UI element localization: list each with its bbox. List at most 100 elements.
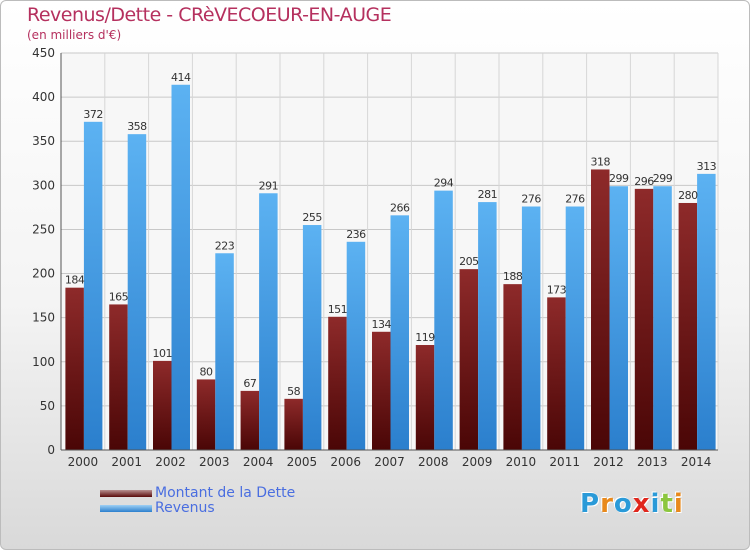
- data-label-revenus: 281: [478, 188, 498, 201]
- bar-dette: [591, 169, 610, 450]
- bar-revenus: [83, 121, 103, 451]
- bar-revenus: [697, 173, 716, 450]
- data-label-revenus: 294: [434, 177, 454, 190]
- bar-dette: [284, 398, 303, 450]
- bar-dette: [547, 297, 566, 450]
- data-label-revenus: 414: [171, 71, 191, 84]
- data-label-dette: 67: [243, 377, 256, 390]
- logo-letter: r: [600, 489, 614, 519]
- x-tick-label: 2014: [681, 455, 712, 469]
- y-tick-label: 150: [32, 311, 55, 325]
- bar-revenus: [259, 193, 278, 451]
- x-tick-label: 2004: [243, 455, 274, 469]
- logo-letter: x: [632, 489, 651, 519]
- bar-revenus: [390, 215, 409, 450]
- data-label-dette: 184: [65, 274, 85, 287]
- x-tick-label: 2001: [111, 455, 142, 469]
- y-tick-label: 100: [32, 355, 55, 369]
- x-tick-label: 2013: [637, 455, 668, 469]
- data-label-revenus: 255: [302, 211, 322, 224]
- data-label-revenus: 276: [521, 193, 541, 206]
- x-tick-label: 2007: [374, 455, 405, 469]
- bar-revenus: [565, 206, 585, 450]
- x-tick-label: 2002: [155, 455, 186, 469]
- bar-revenus: [478, 202, 497, 450]
- logo-letter: P: [580, 489, 601, 519]
- y-tick-label: 0: [47, 443, 55, 457]
- chart-subtitle: (en milliers d'€): [27, 28, 122, 42]
- bar-dette: [372, 331, 391, 450]
- y-tick-label: 50: [40, 399, 55, 413]
- x-tick-label: 2006: [330, 455, 361, 469]
- data-label-dette: 173: [547, 283, 567, 296]
- x-tick-label: 2012: [593, 455, 624, 469]
- y-tick-label: 200: [32, 267, 55, 281]
- data-label-dette: 119: [415, 331, 435, 344]
- x-tick-label: 2003: [199, 455, 230, 469]
- data-label-revenus: 372: [83, 108, 103, 121]
- data-label-dette: 80: [200, 365, 213, 378]
- data-label-dette: 134: [372, 318, 392, 331]
- chart-title: Revenus/Dette - CRèVECOEUR-EN-AUGE: [27, 4, 392, 26]
- bar-dette: [65, 287, 84, 450]
- proxiti-logo: Proxiti: [580, 489, 684, 519]
- data-label-revenus: 313: [697, 160, 717, 173]
- data-label-revenus: 299: [609, 172, 629, 185]
- bar-revenus: [171, 84, 190, 450]
- y-tick-label: 350: [32, 134, 55, 148]
- data-label-revenus: 266: [390, 201, 410, 214]
- bar-dette: [634, 188, 654, 450]
- logo-letter: i: [673, 489, 684, 519]
- data-label-dette: 151: [328, 303, 348, 316]
- data-label-revenus: 291: [259, 179, 279, 192]
- y-tick-label: 450: [32, 46, 55, 60]
- data-label-dette: 58: [287, 385, 300, 398]
- bar-revenus: [434, 190, 453, 451]
- bar-dette: [109, 304, 128, 450]
- data-label-revenus: 358: [127, 120, 147, 133]
- x-tick-label: 2010: [506, 455, 537, 469]
- bar-revenus: [609, 186, 628, 450]
- bar-revenus: [521, 206, 541, 450]
- bar-revenus: [346, 241, 366, 450]
- x-tick-label: 2000: [68, 455, 99, 469]
- data-label-dette: 296: [634, 175, 654, 188]
- legend-label-dette: Montant de la Dette: [155, 485, 296, 501]
- data-label-dette: 188: [503, 270, 523, 283]
- bar-dette: [240, 390, 260, 450]
- x-tick-label: 2009: [462, 455, 493, 469]
- x-tick-label: 2011: [549, 455, 580, 469]
- data-label-dette: 318: [591, 155, 611, 168]
- bar-dette: [459, 269, 479, 450]
- data-label-dette: 101: [153, 347, 173, 360]
- data-label-revenus: 299: [653, 172, 673, 185]
- bar-dette: [328, 316, 347, 450]
- data-label-revenus: 276: [565, 193, 585, 206]
- y-tick-label: 300: [32, 178, 55, 192]
- y-tick-label: 250: [32, 222, 55, 236]
- bar-dette: [678, 202, 698, 450]
- x-tick-label: 2008: [418, 455, 449, 469]
- data-label-dette: 165: [109, 290, 129, 303]
- data-label-dette: 280: [678, 189, 698, 202]
- logo-letter: t: [660, 489, 674, 519]
- logo-letter: o: [613, 489, 633, 519]
- bar-dette: [196, 379, 216, 450]
- y-tick-label: 400: [32, 90, 55, 104]
- bar-revenus: [127, 134, 147, 451]
- data-label-revenus: 236: [346, 228, 366, 241]
- bar-revenus: [653, 186, 672, 450]
- legend-swatch-dette: [100, 490, 152, 497]
- data-label-dette: 205: [459, 255, 479, 268]
- bar-dette: [503, 284, 522, 450]
- bar-revenus: [302, 225, 322, 450]
- bar-revenus: [215, 253, 234, 450]
- legend-swatch-revenus: [100, 505, 152, 512]
- legend-label-revenus: Revenus: [155, 500, 215, 516]
- bar-dette: [153, 360, 172, 450]
- bar-dette: [415, 345, 435, 450]
- x-tick-label: 2005: [287, 455, 318, 469]
- logo-letter: i: [650, 489, 661, 519]
- data-label-revenus: 223: [215, 239, 235, 252]
